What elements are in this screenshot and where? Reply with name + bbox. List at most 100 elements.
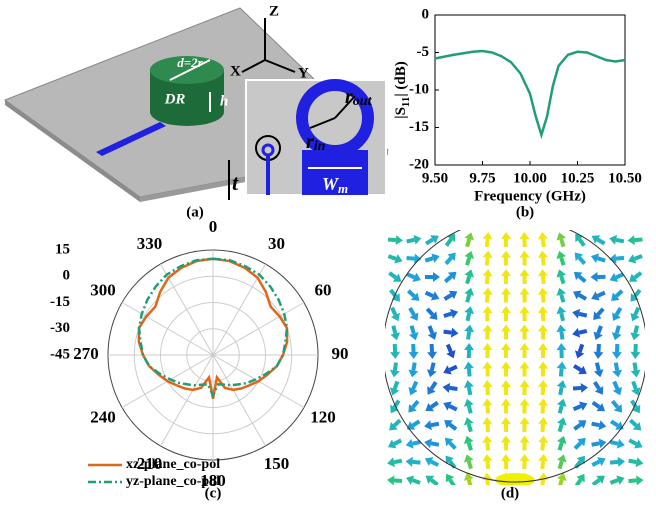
grid-spoke — [161, 355, 214, 446]
field-arrow-shaft — [412, 460, 420, 465]
field-arrow-shaft — [522, 239, 526, 247]
field-arrow-shaft — [597, 275, 605, 279]
x-tick-label: 9.75 — [469, 170, 495, 186]
field-arrow-shaft — [541, 387, 545, 395]
theta-tick-label: 0 — [209, 217, 218, 236]
field-arrow-shaft — [504, 350, 508, 358]
field-arrow-shaft — [467, 350, 471, 358]
field-arrow-shaft — [559, 350, 563, 358]
y-tick-label: -5 — [417, 44, 430, 60]
field-arrow-shaft — [406, 256, 414, 261]
field-arrow-shaft — [522, 405, 526, 413]
y-axis-label-part: 11 — [400, 97, 412, 107]
legend-label: xz-plane_co-pol — [126, 457, 220, 472]
theta-tick-label: 300 — [90, 280, 116, 299]
axis-x-label: X — [230, 63, 241, 79]
antenna-diagram: d=2r DR h Z X Y rout rin Wm t (a) — [5, 3, 388, 220]
field-arrow-shaft — [485, 313, 489, 321]
field-arrow-shaft — [425, 275, 433, 279]
field-arrow-shaft — [628, 478, 636, 483]
field-arrow-shaft — [485, 387, 489, 395]
r-tick-label: 0 — [63, 268, 71, 284]
field-arrow-shaft — [522, 387, 526, 395]
field-arrow-shaft — [485, 424, 490, 432]
field-arrow-shaft — [430, 344, 435, 352]
field-arrow-shaft — [388, 238, 396, 243]
x-tick-label: 10.50 — [608, 170, 642, 186]
field-arrow-shaft — [485, 442, 490, 450]
resonator-base — [150, 98, 224, 126]
caption: (b) — [516, 204, 534, 220]
field-arrow-shaft — [541, 405, 546, 413]
field-arrow-shaft — [522, 368, 526, 376]
field-arrow-shaft — [394, 478, 402, 483]
field-arrow-shaft — [634, 237, 642, 242]
field-arrow-shaft — [522, 461, 526, 469]
caption: (a) — [186, 204, 204, 220]
field-arrow-shaft — [504, 368, 508, 376]
field-arrow-shaft — [541, 350, 545, 358]
y-axis-label-part: |S — [393, 107, 409, 119]
field-arrow-shaft — [485, 405, 490, 413]
field-arrow-shaft — [485, 461, 490, 469]
figure: d=2r DR h Z X Y rout rin Wm t (a) (d) 0 -… — [0, 0, 656, 508]
ring-icon-feed — [266, 155, 270, 195]
field-arrow-shaft — [633, 344, 637, 352]
y-tick-label: -15 — [409, 119, 429, 135]
y-tick-label: -10 — [409, 81, 429, 97]
grid-spoke — [213, 355, 266, 446]
thickness-label: t — [232, 170, 239, 195]
field-arrow-shaft — [541, 313, 545, 321]
r-tick-label: -15 — [50, 294, 70, 310]
field-arrow-shaft — [504, 405, 508, 413]
field-arrow-shaft — [522, 331, 526, 339]
grid-spoke — [213, 303, 304, 356]
field-background — [385, 230, 645, 485]
caption: (c) — [205, 485, 222, 501]
height-label: h — [220, 93, 228, 109]
x-tick-label: 9.50 — [422, 170, 448, 186]
data-line — [435, 51, 625, 135]
field-arrow-shaft — [485, 294, 490, 302]
caption: (d) — [501, 485, 519, 501]
field-arrow-shaft — [522, 257, 526, 265]
grid-spoke — [122, 303, 213, 356]
field-arrow-shaft — [616, 256, 624, 261]
field-arrow-shaft — [522, 424, 526, 432]
y-tick-label: 0 — [422, 6, 430, 22]
axis-z-label: Z — [269, 3, 279, 19]
theta-tick-label: 240 — [90, 407, 116, 426]
field-arrow-shaft — [504, 424, 508, 432]
field-arrow-shaft — [541, 331, 545, 339]
r-tick-label: -30 — [50, 320, 70, 336]
theta-tick-label: 60 — [314, 280, 331, 299]
plot-frame — [435, 15, 625, 165]
field-arrow-shaft — [541, 257, 546, 265]
field-plot: (d) — [383, 218, 647, 501]
field-arrow-shaft — [504, 331, 508, 339]
field-arrow-shaft — [522, 442, 526, 450]
x-axis-label: Frequency (GHz) — [474, 188, 586, 204]
field-arrow-shaft — [522, 350, 526, 358]
field-arrow-shaft — [615, 344, 619, 352]
x-tick-label: 10.25 — [561, 170, 595, 186]
field-arrow-shaft — [504, 313, 508, 321]
field-arrow-shaft — [485, 276, 490, 284]
theta-tick-label: 90 — [332, 344, 349, 363]
field-arrow-shaft — [522, 294, 526, 302]
field-arrow-shaft — [541, 276, 546, 284]
field-arrow-shaft — [541, 368, 545, 376]
field-arrow-shaft — [485, 350, 489, 358]
field-arrow-shaft — [504, 294, 508, 302]
theta-tick-label: 330 — [137, 234, 163, 253]
theta-tick-label: 120 — [310, 407, 336, 426]
field-arrow-shaft — [485, 239, 490, 247]
r-tick-label: 15 — [55, 241, 70, 257]
field-arrow-shaft — [504, 257, 508, 265]
field-arrow-shaft — [504, 442, 508, 450]
field-arrow-shaft — [393, 344, 397, 352]
diameter-label: d=2r — [177, 55, 203, 70]
theta-tick-label: 270 — [73, 344, 99, 363]
field-arrow-shaft — [522, 313, 526, 321]
x-tick-label: 10.00 — [513, 170, 547, 186]
